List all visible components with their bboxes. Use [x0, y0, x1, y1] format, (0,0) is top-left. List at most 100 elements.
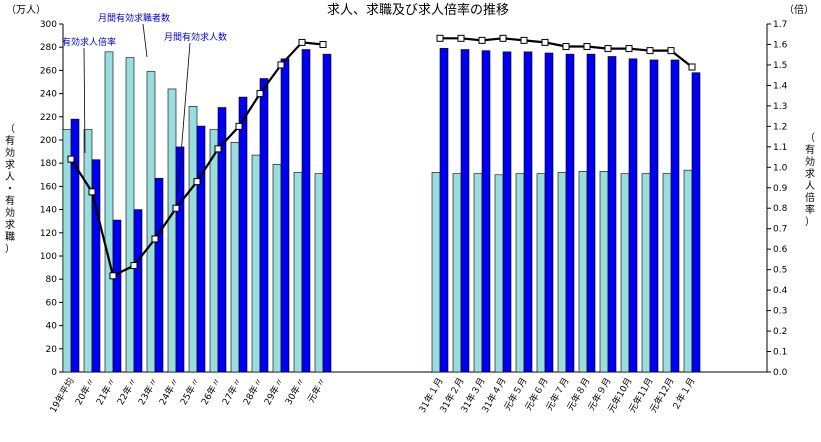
ratio-point: [478, 36, 486, 44]
left-axis-title: （有効求人・有効求職）: [5, 123, 15, 255]
ratio-point: [151, 235, 159, 243]
right-axis-title: （有効求人倍率）: [805, 132, 815, 228]
bar-job-offers: [154, 177, 164, 373]
right-axis-title-char: （: [805, 132, 815, 144]
bar-job-seekers: [188, 106, 198, 373]
bar-job-offers: [133, 209, 143, 373]
ratio-point: [256, 90, 264, 98]
bar-job-seekers: [167, 88, 177, 373]
annotation-ratio-leader: [83, 47, 86, 154]
right-tick-label: 0.0: [773, 368, 788, 378]
right-tick-label: 0.1: [773, 348, 787, 358]
bar-job-offers: [301, 49, 311, 373]
right-axis-title-char: ）: [805, 216, 815, 228]
left-tick-label: 100: [40, 252, 57, 262]
left-tick-label: 140: [40, 206, 57, 216]
bar-job-seekers: [515, 173, 525, 373]
ratio-point: [583, 43, 591, 51]
bar-job-seekers: [293, 172, 303, 373]
ratio-point: [625, 45, 633, 53]
annotation-job-seekers-leader: [142, 23, 148, 58]
bar-job-seekers: [599, 171, 609, 373]
right-axis-title-char: 率: [805, 203, 815, 216]
left-axis-title-char: ）: [5, 243, 15, 255]
left-axis-title-char: 有: [5, 134, 15, 147]
right-axis-unit: （倍）: [784, 3, 814, 16]
left-axis-title-char: 人: [5, 171, 15, 183]
bar-job-offers: [259, 78, 269, 373]
bar-job-offers: [628, 58, 638, 373]
bar-job-seekers: [209, 129, 219, 373]
ratio-point: [520, 36, 528, 44]
right-tick-label: 1.1: [773, 143, 787, 153]
bar-job-offers: [322, 53, 332, 373]
category-label: 26年〃: [198, 376, 223, 408]
ratio-point: [646, 47, 654, 55]
right-tick-label: 0.3: [773, 307, 787, 317]
bar-job-seekers: [230, 142, 240, 373]
left-axis-title-char: 求: [5, 159, 15, 171]
bar-job-seekers: [641, 173, 651, 373]
bar-job-offers: [523, 51, 533, 373]
right-tick-label: 0.9: [773, 184, 788, 194]
left-tick-label: 20: [46, 345, 58, 355]
category-label: 28年〃: [240, 376, 265, 408]
right-tick-label: 1.6: [773, 40, 788, 50]
category-label: 22年〃: [114, 376, 139, 408]
bar-job-offers: [70, 118, 80, 373]
ratio-point: [319, 40, 327, 48]
left-tick-label: 160: [40, 182, 57, 192]
category-label: 24年〃: [156, 376, 181, 408]
bar-job-seekers: [473, 173, 483, 373]
ratio-point: [499, 34, 507, 42]
right-tick-label: 1.5: [773, 61, 787, 71]
bar-job-offers: [175, 146, 185, 373]
left-axis-title-char: 効: [5, 146, 15, 159]
bar-job-offers: [112, 219, 122, 373]
bar-job-seekers: [251, 154, 261, 373]
bar-job-offers: [565, 53, 575, 373]
right-tick-label: 1.3: [773, 102, 787, 112]
right-axis-title-char: 効: [805, 155, 815, 168]
left-tick-label: 300: [40, 20, 57, 30]
bar-job-offers: [649, 59, 659, 373]
ratio-line-layer: [67, 34, 696, 280]
ratio-point: [604, 45, 612, 53]
bar-job-seekers: [83, 129, 93, 373]
right-axis-title-char: 倍: [805, 191, 815, 204]
left-tick-label: 120: [40, 229, 57, 239]
ratio-point: [67, 155, 75, 163]
bar-job-offers: [280, 58, 290, 373]
bars-layer: [62, 48, 701, 373]
chart-title: 求人、求職及び求人倍率の推移: [327, 2, 509, 18]
right-tick-label: 1.0: [773, 163, 788, 173]
left-axis-title-char: 職: [5, 231, 15, 243]
annotation-job-offers: 月間有効求人数: [164, 31, 227, 43]
bar-job-offers: [586, 53, 596, 373]
bar-job-seekers: [557, 172, 567, 373]
right-axis-title-char: 求: [805, 168, 815, 180]
left-tick-label: 220: [40, 113, 57, 123]
right-tick-label: 0.5: [773, 266, 787, 276]
left-tick-label: 200: [40, 136, 57, 146]
ratio-point: [667, 47, 675, 55]
ratio-point: [277, 61, 285, 69]
right-tick-label: 0.7: [773, 225, 787, 235]
left-axis-title-char: ・: [5, 184, 15, 195]
category-label: 29年〃: [261, 376, 286, 408]
left-tick-label: 0: [51, 368, 57, 378]
left-axis-title-char: 求: [5, 219, 15, 231]
left-axis-title-char: 有: [5, 194, 15, 207]
bar-job-offers: [502, 51, 512, 373]
category-label: 元年〃: [305, 376, 329, 405]
bar-job-seekers: [683, 169, 693, 373]
ratio-point: [172, 204, 180, 212]
left-axis-unit: （万人）: [6, 4, 46, 16]
right-tick-label: 0.6: [773, 245, 788, 255]
right-axis-title-char: 人: [805, 180, 815, 192]
bar-job-offers: [481, 50, 491, 373]
left-axis-title-char: （: [5, 123, 15, 135]
bar-job-seekers: [314, 173, 324, 373]
